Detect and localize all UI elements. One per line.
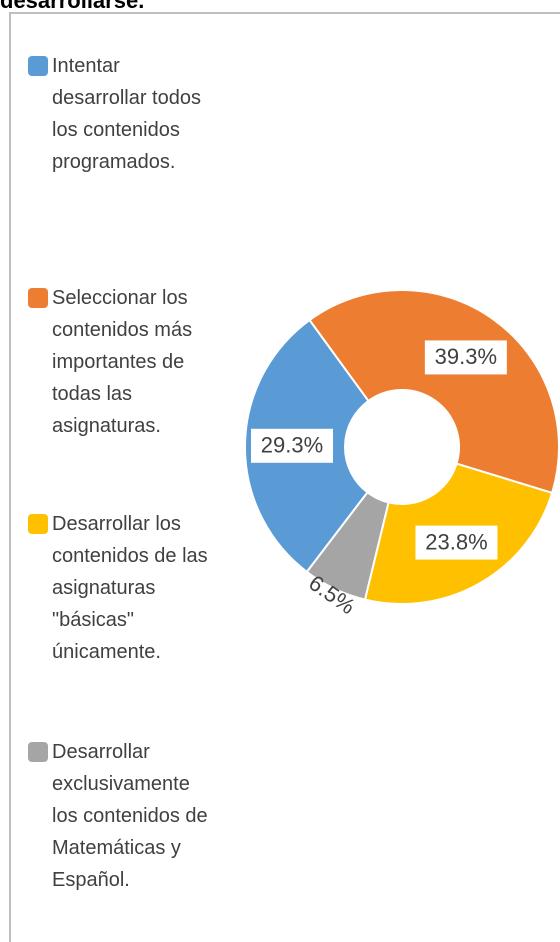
data-label: 29.3% [261,433,323,458]
legend-label: Seleccionar los contenidos más important… [52,287,193,437]
data-label-box [424,340,507,375]
legend-item: Desarrollar exclusivamente los contenido… [28,736,212,896]
data-label-box [251,428,334,463]
chart-frame [9,12,560,942]
legend-swatch [28,514,48,534]
donut-slice [305,490,390,601]
data-label-box [415,525,498,560]
legend-label: Desarrollar exclusivamente los contenido… [52,741,208,891]
legend-item: Seleccionar los contenidos más important… [28,282,212,442]
chart-title: desarrollarse. [0,0,145,13]
legend-label: Desarrollar los contenidos de las asigna… [52,513,208,663]
data-label: 39.3% [435,344,497,369]
data-label: 23.8% [425,529,487,554]
legend-item: Desarrollar los contenidos de las asigna… [28,508,212,668]
legend-item: Intentar desarrollar todos los contenido… [28,50,212,178]
legend-label: Intentar desarrollar todos los contenido… [52,55,201,173]
legend-swatch [28,742,48,762]
legend-swatch [28,56,48,76]
legend-swatch [28,288,48,308]
